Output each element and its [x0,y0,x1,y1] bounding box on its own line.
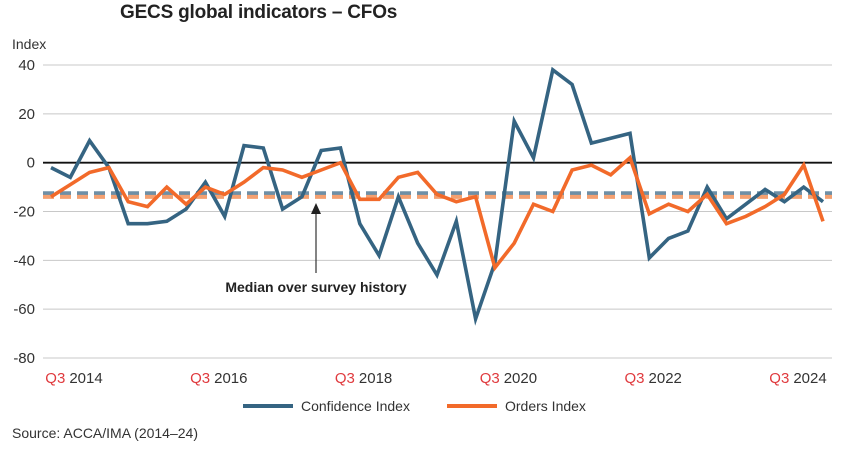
x-tick-quarter: Q3 [335,370,355,387]
y-tick-label: 0 [27,155,35,172]
x-tick-label: Q3 2018 [335,370,392,387]
x-tick-quarter: Q3 [625,370,645,387]
annotation-text: Median over survey history [225,279,407,295]
y-tick-label: -80 [13,350,35,367]
x-tick-quarter: Q3 [45,370,65,387]
y-tick-label: -60 [13,301,35,318]
legend-label: Orders Index [505,398,586,414]
x-tick-labels: Q3 2014 Q3 2016 Q3 2018 Q3 2020 Q3 2022 Q3 2024 [45,370,826,387]
y-tick-label: 40 [18,57,35,74]
series-line-orders [50,154,825,272]
x-tick-label: Q3 2024 [769,370,826,387]
y-tick-label: -20 [13,204,35,221]
x-tick-label: Q3 2016 [190,370,247,387]
x-tick-year: 2014 [69,370,102,387]
gridlines [43,64,832,359]
series-lines [50,66,825,326]
x-tick-year: 2018 [359,370,392,387]
legend: Confidence Index Orders Index [243,398,586,414]
x-tick-year: 2024 [793,370,826,387]
y-tick-label: -40 [13,252,35,269]
x-tick-label: Q3 2022 [625,370,682,387]
median-annotation: Median over survey history [225,203,407,295]
x-tick-year: 2022 [649,370,682,387]
x-tick-quarter: Q3 [480,370,500,387]
y-tick-label: 20 [18,106,35,123]
annotation-arrow-head [311,203,321,214]
x-tick-quarter: Q3 [190,370,210,387]
legend-label: Confidence Index [301,398,410,414]
x-tick-label: Q3 2014 [45,370,102,387]
x-tick-year: 2016 [214,370,247,387]
x-tick-label: Q3 2020 [480,370,537,387]
y-axis-label: Index [12,36,47,52]
chart-title: GECS global indicators – CFOs [120,2,398,23]
y-tick-labels: 40 20 0 -20 -40 -60 -80 [13,57,35,367]
source-note: Source: ACCA/IMA (2014–24) [12,425,198,441]
x-tick-quarter: Q3 [769,370,789,387]
x-tick-year: 2020 [504,370,537,387]
